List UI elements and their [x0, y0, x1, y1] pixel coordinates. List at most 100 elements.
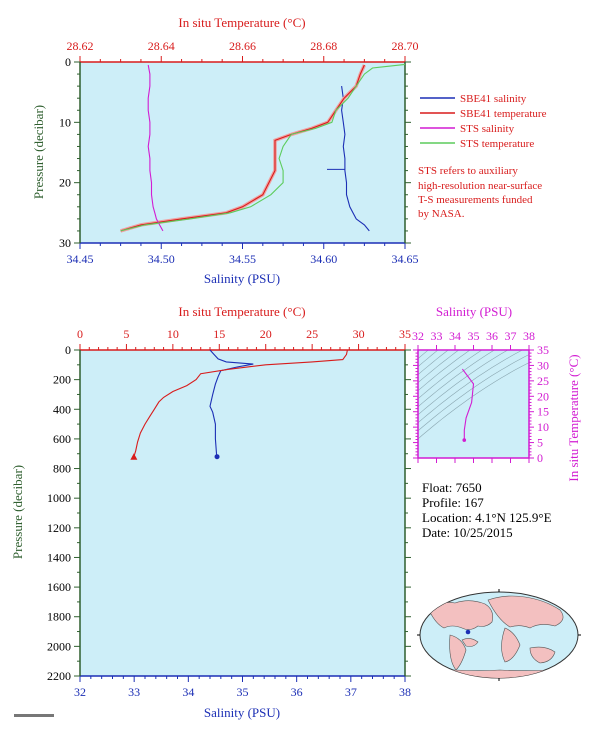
ts-temperature-tick-label: 35	[537, 343, 549, 357]
note-line: STS refers to auxiliary	[418, 165, 518, 177]
top-temperature-axis-title: In situ Temperature (°C)	[178, 15, 305, 30]
pressure-tick-label: 200	[53, 373, 71, 387]
salinity-tick-label: 35	[237, 685, 249, 699]
pressure-tick-label: 1000	[47, 491, 71, 505]
series-1-line	[133, 349, 348, 457]
ts-temperature-axis-title: In situ Temperature (°C)	[566, 354, 581, 481]
top-series-group	[120, 63, 406, 233]
footer-tiny-stamp	[14, 714, 54, 717]
sts-note: STS refers to auxiliary high-resolution …	[418, 165, 542, 220]
note-line: high-resolution near-surface	[418, 180, 542, 192]
ts-salinity-tick-label: 34	[449, 329, 461, 343]
float-info-block: Float: 7650 Profile: 167 Location: 4.1°N…	[422, 480, 552, 540]
salinity-tick-label: 34.55	[229, 252, 256, 266]
legend-item-sts-temperature: STS temperature	[420, 138, 534, 150]
bottom-temperature-axis-title: In situ Temperature (°C)	[178, 304, 305, 319]
pressure-tick-label: 0	[65, 343, 71, 357]
density-contour	[418, 350, 471, 391]
legend-item-sbe41-salinity: SBE41 salinity	[420, 93, 527, 105]
temperature-tick-label: 30	[353, 327, 365, 341]
sbe41-salinity-line	[341, 86, 370, 232]
temperature-tick-label: 28.68	[310, 39, 337, 53]
note-line: T-S measurements funded	[418, 194, 533, 206]
density-contour	[418, 350, 439, 367]
sbe41-temperature-line	[120, 64, 365, 232]
density-contours	[418, 350, 529, 440]
ts-salinity-tick-label: 36	[486, 329, 498, 343]
temperature-tick-label: 10	[167, 327, 179, 341]
ts-series-group	[461, 368, 475, 442]
salinity-tick-label: 34.60	[310, 252, 337, 266]
ts-salinity-tick-label: 35	[468, 329, 480, 343]
salinity-tick-label: 34.50	[148, 252, 175, 266]
ts-temperature-tick-label: 0	[537, 451, 543, 465]
pressure-tick-label: 1400	[47, 550, 71, 564]
legend-label: SBE41 temperature	[460, 108, 547, 120]
pressure-tick-label: 10	[59, 115, 71, 129]
pressure-tick-label: 0	[65, 55, 71, 69]
density-contour	[418, 350, 483, 400]
salinity-tick-label: 34.65	[392, 252, 419, 266]
temperature-tick-label: 25	[306, 327, 318, 341]
bottom-series-group	[130, 349, 348, 460]
ts-temperature-tick-label: 20	[537, 389, 549, 403]
bottom-axes: 0 5 10 15 20 25 30 35 32 33 34 35 36 37 38 0 200 400 600 80…	[47, 327, 411, 699]
pressure-tick-label: 2200	[47, 669, 71, 683]
temperature-tick-label: 28.70	[392, 39, 419, 53]
salinity-tick-label: 38	[399, 685, 411, 699]
temperature-tick-label: 28.62	[67, 39, 94, 53]
top-axes: 28.62 28.64 28.66 28.68 28.70 34.45 34.50 34.55…	[59, 39, 419, 266]
top-pressure-axis-title: Pressure (decibar)	[31, 105, 46, 199]
note-line: by NASA.	[418, 208, 465, 220]
ts-salinity-axis-title: Salinity (PSU)	[436, 304, 512, 319]
sts-salinity-line	[147, 64, 164, 232]
float-location-marker	[465, 629, 471, 635]
temperature-tick-label: 28.66	[229, 39, 256, 53]
salinity-tick-label: 33	[128, 685, 140, 699]
bottom-salinity-axis-title: Salinity (PSU)	[204, 705, 280, 720]
legend-item-sts-salinity: STS salinity	[420, 123, 515, 135]
salinity-end-marker	[214, 454, 220, 460]
series-0-line	[209, 349, 254, 457]
location: Location: 4.1°N 125.9°E	[422, 510, 552, 525]
pressure-tick-label: 600	[53, 432, 71, 446]
pressure-tick-label: 1800	[47, 610, 71, 624]
temperature-tick-label: 20	[260, 327, 272, 341]
ts-temperature-tick-label: 10	[537, 420, 549, 434]
ts-temperature-tick-label: 5	[537, 436, 543, 450]
ts-salinity-tick-label: 38	[523, 329, 535, 343]
ts-temperature-tick-label: 30	[537, 358, 549, 372]
legend-label: SBE41 salinity	[460, 93, 527, 105]
ts-temperature-tick-label: 25	[537, 374, 549, 388]
salinity-tick-label: 34	[182, 685, 194, 699]
density-contour	[418, 350, 495, 408]
top-salinity-axis-title: Salinity (PSU)	[204, 271, 280, 286]
legend-label: STS salinity	[460, 123, 515, 135]
top-legend: SBE41 salinity SBE41 temperature STS sal…	[420, 93, 547, 150]
pressure-tick-label: 2000	[47, 639, 71, 653]
sts-temperature-line	[120, 63, 406, 232]
ts-end-marker	[462, 438, 467, 442]
pressure-tick-label: 30	[59, 236, 71, 250]
bottom-profile-panel: 0 5 10 15 20 25 30 35 32 33 34 35 36 37 38 0 200 400 600 80…	[10, 304, 411, 720]
temperature-tick-label: 35	[399, 327, 411, 341]
bottom-plot-area	[80, 350, 405, 676]
pressure-tick-label: 400	[53, 402, 71, 416]
bottom-pressure-axis-title: Pressure (decibar)	[10, 465, 25, 559]
salinity-tick-label: 34.45	[67, 252, 94, 266]
density-contour	[418, 350, 460, 383]
top-plot-area	[80, 62, 405, 243]
density-contour	[418, 350, 509, 416]
temperature-tick-label: 5	[123, 327, 129, 341]
ts-temperature-tick-label: 15	[537, 405, 549, 419]
temperature-tick-label: 28.64	[148, 39, 175, 53]
temperature-tick-label: 0	[77, 327, 83, 341]
float-number: Float: 7650	[422, 480, 482, 495]
pressure-tick-label: 1600	[47, 580, 71, 594]
density-contour	[418, 350, 449, 375]
density-contour	[418, 362, 529, 440]
world-map-locator	[417, 589, 581, 681]
